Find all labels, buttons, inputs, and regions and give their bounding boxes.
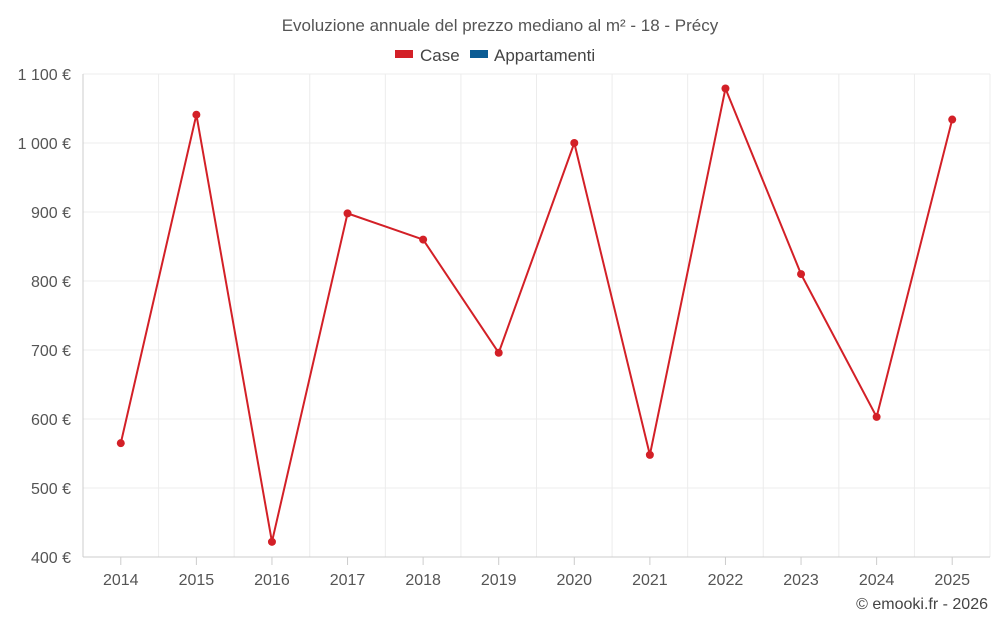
data-point[interactable] <box>116 439 125 448</box>
axes <box>82 74 990 565</box>
x-tick-label: 2020 <box>556 572 592 589</box>
data-point[interactable] <box>948 115 957 124</box>
y-tick-label: 400 € <box>31 550 71 567</box>
x-tick-label: 2018 <box>405 572 441 589</box>
data-point[interactable] <box>721 84 730 93</box>
y-tick-label: 600 € <box>31 412 71 429</box>
data-point[interactable] <box>872 412 881 421</box>
x-tick-label: 2025 <box>934 572 970 589</box>
data-point[interactable] <box>419 235 428 244</box>
data-point[interactable] <box>645 450 654 459</box>
y-tick-label: 800 € <box>31 274 71 291</box>
chart-title: Evoluzione annuale del prezzo mediano al… <box>282 16 719 35</box>
x-tick-label: 2024 <box>859 572 895 589</box>
y-tick-label: 900 € <box>31 205 71 222</box>
data-point[interactable] <box>570 139 579 147</box>
legend-item-appartamenti[interactable]: Appartamenti <box>470 46 595 65</box>
legend-swatch-case <box>395 50 413 58</box>
x-tick-label: 2015 <box>179 572 215 589</box>
series-line-case <box>119 87 954 543</box>
x-tick-label: 2023 <box>783 572 819 589</box>
series-case <box>116 84 957 546</box>
credit-text: © emooki.fr - 2026 <box>856 596 988 613</box>
data-point[interactable] <box>494 348 503 357</box>
y-tick-label: 700 € <box>31 343 71 360</box>
data-point[interactable] <box>192 110 201 119</box>
legend-label-case: Case <box>420 46 460 65</box>
gridlines <box>82 73 991 558</box>
y-tick-label: 1 000 € <box>18 136 71 153</box>
legend-label-appartamenti: Appartamenti <box>494 46 595 65</box>
y-tick-label: 500 € <box>31 481 71 498</box>
x-tick-label: 2017 <box>330 572 366 589</box>
data-point[interactable] <box>343 209 352 218</box>
x-tick-label: 2022 <box>708 572 744 589</box>
x-tick-label: 2019 <box>481 572 517 589</box>
x-tick-labels: 2014 2015 2016 2017 2018 2019 2020 2021 2022 2023… <box>103 572 970 589</box>
legend-swatch-appartamenti <box>470 50 488 58</box>
y-tick-label: 1 100 € <box>18 67 71 84</box>
y-tick-labels: 400 € 500 € 600 € 700 € 800 € 900 € 1 000 € 1 1… <box>18 67 71 567</box>
data-point[interactable] <box>267 537 276 546</box>
x-tick-label: 2021 <box>632 572 668 589</box>
x-tick-label: 2014 <box>103 572 139 589</box>
legend-item-case[interactable]: Case <box>395 46 460 65</box>
legend: Case Appartamenti <box>395 46 595 65</box>
x-tick-label: 2016 <box>254 572 290 589</box>
data-point[interactable] <box>797 270 806 279</box>
